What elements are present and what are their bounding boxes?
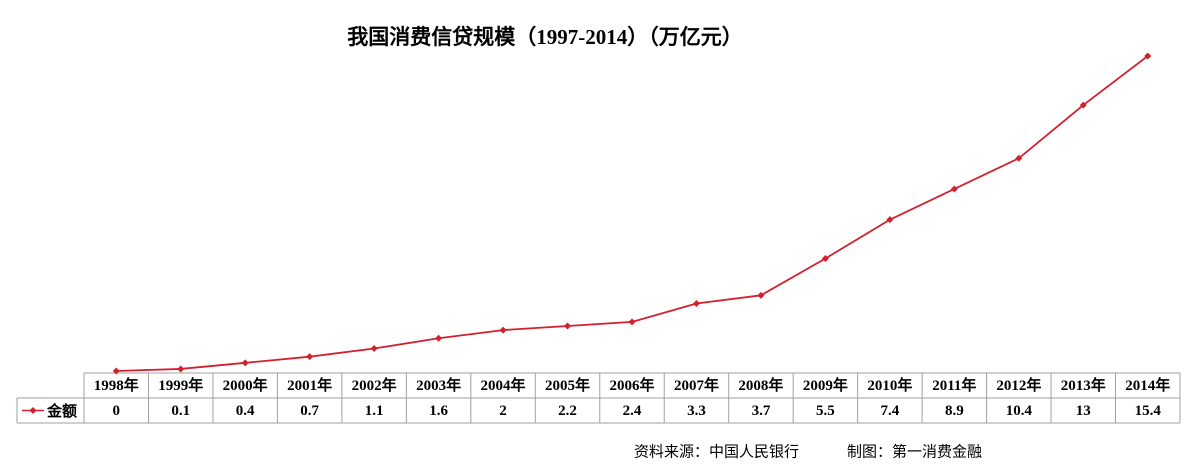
x-tick-label: 2005年 xyxy=(545,376,590,394)
value-cell: 8.9 xyxy=(945,403,964,419)
point xyxy=(177,365,185,373)
credit: 制图：第一消费金融 xyxy=(847,443,982,461)
point xyxy=(370,345,378,352)
value-cell: 3.3 xyxy=(687,403,706,419)
legend-marker xyxy=(29,407,37,414)
value-cell: 2.4 xyxy=(623,403,642,419)
value-cell: 7.4 xyxy=(881,403,900,419)
x-tick-label: 2003年 xyxy=(416,376,461,394)
x-tick-label: 2006年 xyxy=(609,376,654,394)
value-cell: 0.1 xyxy=(171,403,190,419)
value-cell: 13 xyxy=(1076,403,1091,419)
x-tick-label: 2009年 xyxy=(803,376,848,394)
point xyxy=(821,255,829,262)
point xyxy=(628,318,636,326)
point xyxy=(692,300,700,307)
value-cell: 3.7 xyxy=(752,403,771,419)
x-tick-label: 2004年 xyxy=(481,376,526,394)
value-cell: 10.4 xyxy=(1006,403,1033,419)
point xyxy=(306,353,314,361)
point xyxy=(564,322,572,330)
legend-label: 金额 xyxy=(46,402,77,420)
x-tick-label: 2000年 xyxy=(223,376,268,394)
value-cell: 0 xyxy=(112,403,120,419)
point xyxy=(112,367,120,375)
value-cell: 1.6 xyxy=(429,403,448,419)
value-cell: 1.1 xyxy=(365,403,384,419)
value-cell: 0.4 xyxy=(236,403,255,419)
chart-title: 我国消费信贷规模（1997-2014）（万亿元） xyxy=(347,25,743,49)
x-tick-label: 2001年 xyxy=(287,376,332,394)
x-tick-label: 1999年 xyxy=(158,376,203,394)
x-tick-label: 1998年 xyxy=(94,376,139,394)
value-cell: 2.2 xyxy=(558,403,577,419)
point xyxy=(1015,154,1023,162)
point xyxy=(950,185,958,193)
point xyxy=(499,326,507,334)
value-cell: 15.4 xyxy=(1135,403,1162,419)
x-tick-label: 2007年 xyxy=(674,376,719,394)
value-cell: 0.7 xyxy=(300,403,319,419)
point xyxy=(1079,101,1087,109)
x-tick-label: 2002年 xyxy=(352,376,397,394)
x-tick-label: 2013年 xyxy=(1061,376,1106,394)
point xyxy=(757,291,765,299)
value-cell: 2 xyxy=(499,403,507,419)
point xyxy=(1144,52,1152,60)
point xyxy=(241,359,249,367)
point xyxy=(886,216,894,224)
value-cell: 5.5 xyxy=(816,403,835,419)
x-tick-label: 2012年 xyxy=(996,376,1041,394)
x-tick-label: 2014年 xyxy=(1125,376,1170,394)
x-tick-label: 2008年 xyxy=(738,376,783,394)
point xyxy=(435,334,443,342)
source: 资料来源：中国人民银行 xyxy=(634,443,799,461)
x-tick-label: 2011年 xyxy=(932,376,976,394)
x-tick-label: 2010年 xyxy=(867,376,912,394)
